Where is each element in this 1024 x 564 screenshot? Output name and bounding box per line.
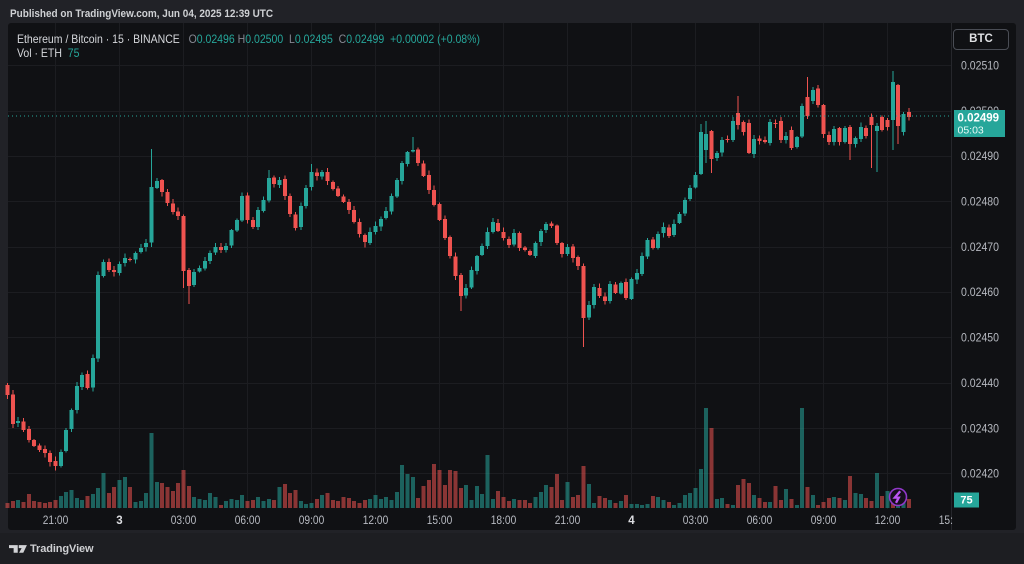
svg-text:21:00: 21:00 — [555, 515, 581, 527]
svg-text:05:03: 05:03 — [958, 125, 984, 137]
svg-text:75: 75 — [960, 495, 972, 507]
svg-text:03:00: 03:00 — [171, 515, 197, 527]
svg-text:12:00: 12:00 — [363, 515, 389, 527]
svg-text:3: 3 — [116, 515, 122, 527]
svg-text:15:00: 15:00 — [939, 515, 965, 527]
svg-text:0.02460: 0.02460 — [961, 287, 999, 299]
svg-text:0.02480: 0.02480 — [961, 197, 999, 209]
svg-text:0.02420: 0.02420 — [961, 469, 999, 481]
svg-text:0.02499: 0.02499 — [958, 113, 1000, 125]
svg-text:21:00: 21:00 — [43, 515, 69, 527]
svg-text:15:00: 15:00 — [427, 515, 453, 527]
svg-text:06:00: 06:00 — [747, 515, 773, 527]
svg-text:03:00: 03:00 — [683, 515, 709, 527]
svg-text:0.02510: 0.02510 — [961, 61, 999, 73]
svg-text:09:00: 09:00 — [299, 515, 325, 527]
svg-text:0.02450: 0.02450 — [961, 333, 999, 345]
svg-text:0.02490: 0.02490 — [961, 151, 999, 163]
svg-text:4: 4 — [628, 515, 635, 527]
svg-text:0.02440: 0.02440 — [961, 378, 999, 390]
svg-text:18:00: 18:00 — [491, 515, 517, 527]
svg-text:06:00: 06:00 — [235, 515, 261, 527]
svg-text:12:00: 12:00 — [875, 515, 901, 527]
svg-text:0.02430: 0.02430 — [961, 423, 999, 435]
svg-text:0.02470: 0.02470 — [961, 242, 999, 254]
svg-text:09:00: 09:00 — [811, 515, 837, 527]
